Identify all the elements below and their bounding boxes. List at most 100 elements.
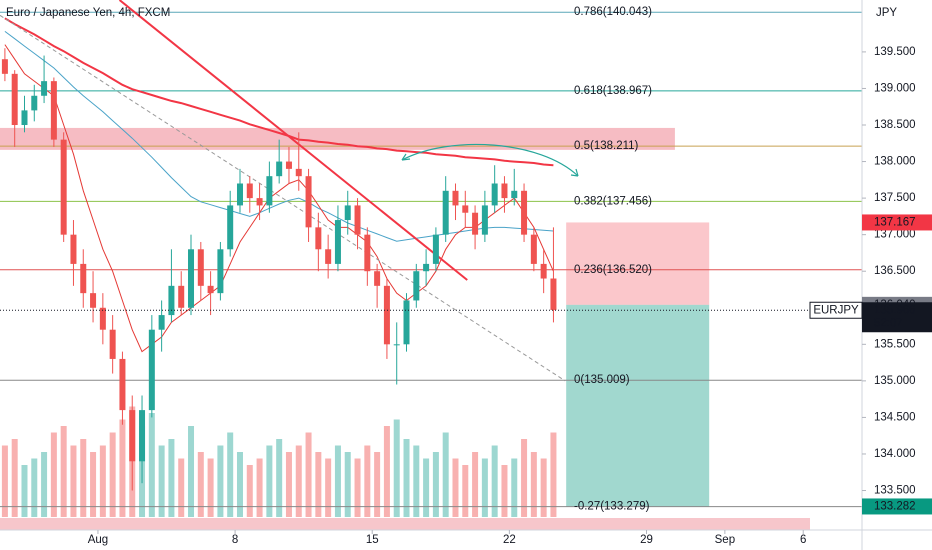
candle-body [70, 234, 77, 264]
candle-body [31, 95, 38, 111]
volume-bar [256, 458, 263, 517]
chart-title: Euro / Japanese Yen, 4h, FXCM [6, 7, 170, 19]
candle-body [148, 329, 155, 411]
candle-body [295, 168, 302, 177]
candle-body [266, 176, 273, 206]
candle-body [550, 278, 557, 310]
last-price-label: 135.966 [874, 304, 916, 316]
candle-body [472, 212, 479, 235]
candle-body [99, 307, 106, 330]
arrow-head [570, 168, 579, 177]
y-tick-label: 139.000 [874, 82, 916, 94]
y-tick-label: 138.500 [874, 119, 916, 131]
candle-body [178, 285, 185, 308]
candle-body [129, 410, 136, 462]
candle-body [168, 285, 175, 316]
volume-bar [452, 458, 459, 517]
y-tick-label: 134.500 [874, 411, 916, 423]
volume-bar [530, 452, 537, 517]
candle-body [491, 183, 498, 206]
y-tick-label: 137.500 [874, 192, 916, 204]
candle-body [188, 249, 195, 308]
candle-body [540, 263, 547, 279]
candle-body [227, 205, 234, 250]
candle-body [354, 205, 361, 235]
volume-bar [354, 458, 361, 517]
volume-bar [295, 445, 302, 517]
candle-body [119, 358, 126, 411]
candle-body [442, 190, 449, 235]
moving-average [4, 44, 554, 353]
volume-bar [109, 432, 116, 517]
countdown-label: 52:07 [874, 317, 903, 329]
candle-body [344, 205, 351, 221]
y-tick-label: 134.000 [874, 448, 916, 460]
y-tick-label: 139.500 [874, 46, 916, 58]
volume-bar [11, 439, 18, 517]
volume-bar [325, 458, 332, 517]
candle-body [334, 220, 341, 264]
volume-bar [285, 452, 292, 517]
x-tick-label: 22 [503, 534, 516, 546]
volume-bar [481, 458, 488, 517]
x-tick-label: 15 [366, 534, 379, 546]
x-tick-label: Sep [715, 534, 735, 546]
price-tag-label: 133.282 [874, 500, 916, 512]
currency-label: JPY [876, 7, 897, 19]
candle-body [462, 205, 469, 213]
volume-bar [1, 445, 8, 517]
candle-body [423, 263, 430, 272]
trend-line [0, 14, 566, 382]
candle-body [246, 183, 253, 199]
x-tick-label: 29 [640, 534, 653, 546]
y-tick-label: 135.500 [874, 338, 916, 350]
volume-bar [31, 458, 38, 517]
candle-body [501, 183, 508, 199]
trend-line [118, 0, 468, 281]
plot-area [0, 0, 862, 517]
volume-bar [217, 445, 224, 517]
volume-bar [227, 432, 234, 517]
volume-bar [383, 426, 390, 517]
volume-bar [305, 432, 312, 517]
price-tag [862, 498, 932, 515]
volume-bar [266, 445, 273, 517]
candle-body [374, 271, 381, 286]
candle-body [158, 315, 165, 330]
x-tick-label: Aug [88, 534, 108, 546]
volume-bar [334, 445, 341, 517]
x-tick-label: 6 [800, 534, 806, 546]
y-tick-label: 136.500 [874, 265, 916, 277]
candle-body [432, 234, 439, 264]
volume-bar [344, 452, 351, 517]
volume-bar [207, 458, 214, 517]
moving-average [4, 30, 554, 242]
candle-body [197, 249, 204, 286]
candle-body [109, 329, 116, 359]
last-price-tag [862, 302, 932, 333]
volume-bar [364, 445, 371, 517]
candle-body [60, 139, 67, 235]
y-tick-label: 135.000 [874, 375, 916, 387]
volume-bar [99, 445, 106, 517]
volume-bar [148, 413, 155, 517]
volume-bar [90, 452, 97, 517]
candle-body [481, 205, 488, 235]
candle-body [90, 293, 97, 308]
volume-bar [188, 426, 195, 517]
volume-bar [236, 452, 243, 517]
resistance-zone [0, 127, 675, 150]
symbol-tag-label: EURJPY [813, 304, 859, 316]
volume-bar [521, 439, 528, 517]
volume-bar [60, 426, 67, 517]
candle-body [50, 81, 57, 140]
candle-body [1, 59, 8, 74]
fib-level-label: 0(135.009) [574, 374, 630, 386]
volume-bar [41, 452, 48, 517]
fib-level-label: 0.618(138.967) [574, 85, 652, 97]
time-range-highlight [0, 518, 810, 530]
candle-body [207, 285, 214, 294]
volume-bar [491, 445, 498, 517]
volume-bar [80, 439, 87, 517]
